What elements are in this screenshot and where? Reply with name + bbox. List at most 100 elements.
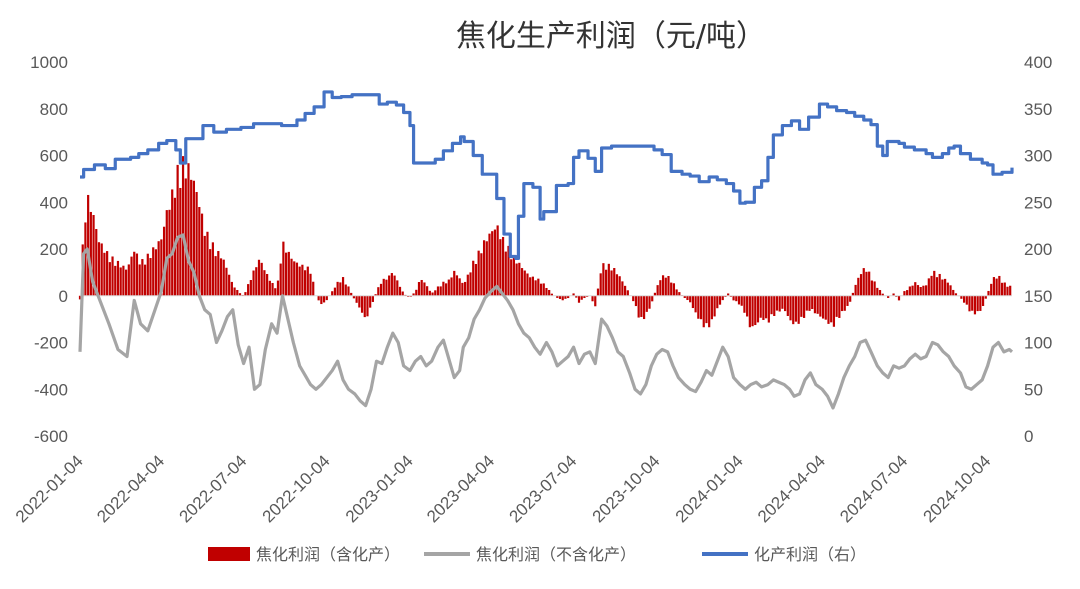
- bar: [195, 192, 198, 296]
- bar: [903, 291, 906, 296]
- bar: [141, 259, 144, 296]
- bar: [211, 242, 214, 296]
- x-tick: 2024-01-04: [672, 451, 747, 526]
- bar: [564, 295, 567, 299]
- bar: [759, 295, 762, 318]
- bar: [960, 295, 963, 299]
- y-right-tick: 250: [1024, 193, 1052, 212]
- bar: [149, 258, 152, 296]
- bar: [453, 270, 456, 296]
- bar: [236, 289, 239, 296]
- bar: [748, 295, 751, 328]
- bar: [396, 280, 399, 296]
- bar: [1000, 282, 1004, 296]
- bar: [591, 295, 594, 302]
- bar: [282, 241, 285, 296]
- bar: [206, 231, 209, 296]
- bar: [605, 269, 608, 296]
- bar: [851, 292, 854, 296]
- bar: [143, 264, 147, 296]
- bar: [127, 264, 130, 296]
- bar: [355, 295, 358, 303]
- bar: [363, 295, 366, 318]
- y-right-tick: 150: [1024, 287, 1052, 306]
- bar: [840, 295, 844, 312]
- bar: [835, 295, 838, 317]
- bar: [710, 295, 713, 320]
- bar: [95, 229, 98, 296]
- line-series-byproduct: [80, 90, 1014, 260]
- bar: [510, 259, 513, 296]
- bar: [312, 281, 315, 296]
- x-tick: 2024-10-04: [919, 451, 994, 526]
- bar: [990, 283, 993, 296]
- y-left-tick: -600: [34, 427, 68, 446]
- bar: [786, 295, 789, 316]
- bar: [89, 211, 92, 296]
- bar: [445, 283, 448, 296]
- bar: [507, 245, 510, 296]
- bar: [952, 289, 955, 296]
- bar: [499, 239, 502, 296]
- x-tick: 2023-01-04: [342, 451, 417, 526]
- x-tick: 2024-07-04: [836, 451, 911, 526]
- bar: [968, 295, 971, 312]
- bar: [426, 286, 429, 296]
- bar: [908, 286, 911, 296]
- bar: [244, 292, 247, 296]
- bar: [702, 295, 705, 328]
- bar: [906, 290, 909, 296]
- bar: [930, 275, 933, 296]
- bar: [694, 295, 697, 313]
- bar: [919, 287, 922, 296]
- bar: [659, 280, 662, 296]
- bar: [420, 279, 423, 296]
- bar: [209, 249, 212, 296]
- bar: [756, 295, 760, 323]
- bar: [417, 282, 421, 296]
- bar: [705, 295, 708, 324]
- bar: [341, 277, 345, 296]
- bar: [954, 293, 958, 296]
- bar: [154, 249, 158, 296]
- bar: [138, 264, 141, 296]
- bar: [754, 295, 757, 326]
- y-right-tick: 300: [1024, 147, 1052, 166]
- bar: [520, 268, 524, 296]
- bar: [377, 287, 380, 296]
- bar: [596, 288, 600, 296]
- bar: [203, 235, 206, 296]
- bar: [347, 286, 350, 296]
- bar: [895, 295, 898, 297]
- bar: [575, 295, 578, 298]
- y-left-tick: -400: [34, 380, 68, 399]
- bar: [176, 164, 179, 296]
- bar: [973, 295, 977, 315]
- bar: [857, 277, 860, 296]
- bar: [122, 265, 125, 296]
- bar: [987, 290, 990, 296]
- bar: [577, 295, 581, 303]
- bar: [816, 295, 819, 314]
- bar: [252, 270, 255, 296]
- bar: [317, 295, 320, 301]
- bar: [976, 295, 979, 312]
- bar: [586, 295, 589, 297]
- bar: [379, 283, 383, 296]
- bar: [271, 282, 274, 296]
- y-axis-left: 1000 800 600 400 200 0 -200 -400 -600: [30, 53, 68, 446]
- bar: [653, 292, 657, 296]
- x-tick: 2022-04-04: [93, 451, 168, 526]
- bar: [946, 282, 949, 296]
- bar: [729, 295, 732, 297]
- bar: [797, 295, 800, 324]
- bar: [767, 295, 770, 323]
- y-right-tick: 100: [1024, 334, 1052, 353]
- bar: [998, 275, 1001, 296]
- bar: [938, 273, 941, 296]
- bar: [624, 285, 627, 296]
- bar: [84, 222, 87, 296]
- bar: [434, 290, 437, 296]
- bar: [862, 268, 865, 296]
- bar: [219, 258, 223, 296]
